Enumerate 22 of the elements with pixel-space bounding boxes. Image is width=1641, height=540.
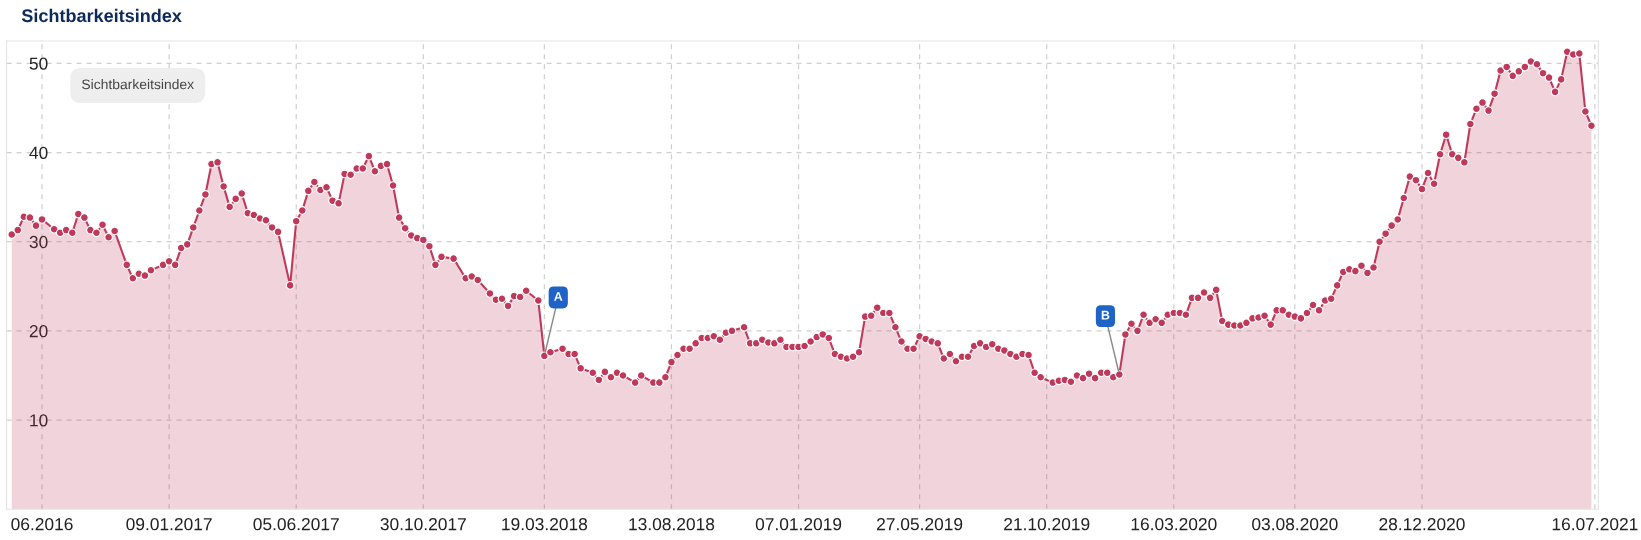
annotation: A	[554, 292, 563, 301]
x-tick-label: 21.10.2019	[1004, 518, 1090, 531]
x-tick-label: 07.01.2019	[755, 518, 842, 531]
x-tick-label: 06.2016	[11, 518, 73, 531]
x-tick-label: 05.06.2017	[253, 518, 339, 531]
x-tick-label: 16.03.2020	[1131, 518, 1217, 531]
x-tick-label: 03.08.2020	[1252, 518, 1338, 531]
y-tick-label: 40	[29, 146, 48, 159]
y-tick-label: 30	[29, 235, 48, 249]
x-tick-label: 09.01.2017	[126, 518, 212, 531]
y-tick-label: 50	[29, 57, 48, 70]
x-tick-label: 13.08.2018	[629, 518, 715, 531]
y-tick-label: 10	[30, 414, 48, 427]
y-tick-label: 20	[29, 325, 48, 338]
x-tick-label: 16.07.2021	[1552, 518, 1638, 531]
x-tick-label: 28.12.2020	[1379, 518, 1465, 531]
x-tick-label: 19.03.2018	[502, 518, 588, 531]
x-tick-label: 27.05.2019	[877, 518, 963, 531]
chart-title: Sichtbarkeitsindex	[21, 8, 182, 23]
annotation: Sichtbarkeitsindex	[82, 79, 194, 90]
annotation: B	[1101, 310, 1110, 320]
x-tick-label: 30.10.2017	[380, 518, 466, 531]
